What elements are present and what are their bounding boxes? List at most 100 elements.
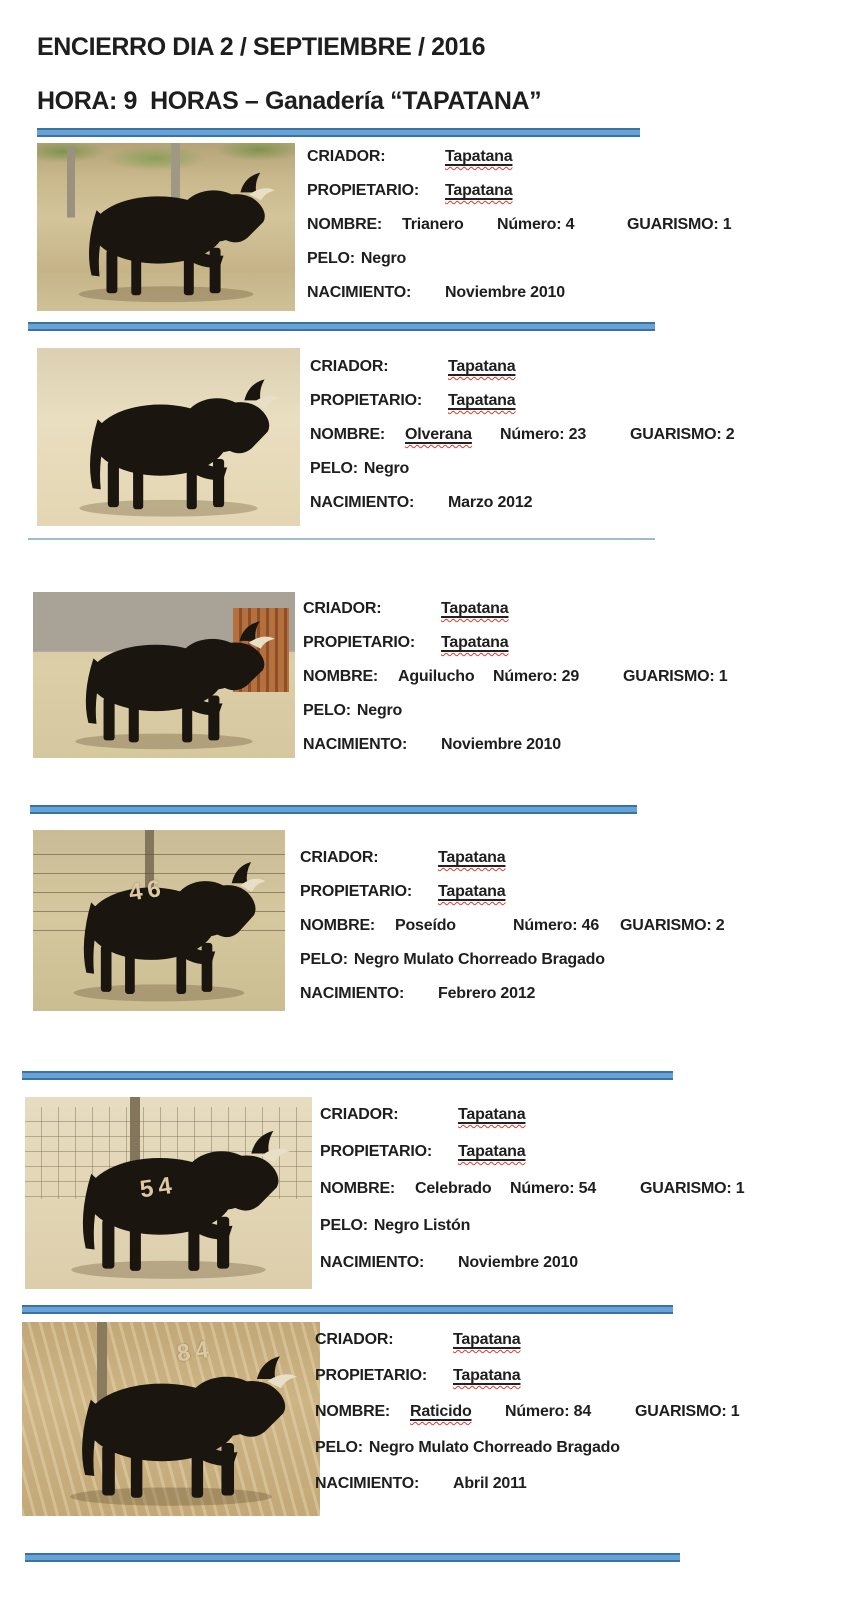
- field-guarismo: GUARISMO: 1: [640, 1180, 745, 1197]
- field-row-criador: CRIADOR: Tapatana: [310, 358, 780, 392]
- field-numero: Número: 4: [497, 216, 575, 233]
- field-row-propietario: PROPIETARIO: Tapatana: [303, 634, 773, 668]
- field-row-nombre: NOMBRE: Aguilucho Número: 29 GUARISMO: 1: [303, 668, 773, 702]
- field-value: Tapatana: [453, 1367, 521, 1384]
- bull-photo: 54: [25, 1097, 312, 1289]
- bull-photo: 46: [33, 830, 285, 1011]
- field-label: CRIADOR:: [307, 148, 386, 165]
- bull-card: 84 CRIADOR: Tapatana PROPIETARIO: Tapatana…: [0, 1305, 862, 1553]
- field-value: Marzo 2012: [448, 494, 533, 511]
- field-row-nacimiento: NACIMIENTO: Marzo 2012: [310, 494, 780, 528]
- bull-silhouette-icon: [70, 1356, 298, 1506]
- field-numero: Número: 23: [500, 426, 587, 443]
- field-numero: Número: 84: [505, 1403, 592, 1420]
- field-value: Tapatana: [441, 600, 509, 617]
- bull-info: CRIADOR: Tapatana PROPIETARIO: Tapatana NO…: [310, 358, 780, 528]
- field-value: Tapatana: [445, 182, 513, 199]
- field-row-nombre: NOMBRE: Poseído Número: 46 GUARISMO: 2: [300, 917, 770, 951]
- field-row-pelo: PELO: Negro Mulato Chorreado Bragado: [300, 951, 770, 985]
- field-row-criador: CRIADOR: Tapatana: [300, 849, 770, 883]
- field-guarismo: GUARISMO: 1: [623, 668, 728, 685]
- field-label: NACIMIENTO:: [315, 1475, 420, 1492]
- field-row-propietario: PROPIETARIO: Tapatana: [320, 1143, 790, 1180]
- field-row-pelo: PELO: Negro: [310, 460, 780, 494]
- bull-name: Raticido: [410, 1403, 472, 1420]
- field-value: Febrero 2012: [438, 985, 536, 1002]
- field-label: PROPIETARIO:: [307, 182, 419, 199]
- brand-number: 46: [126, 874, 168, 907]
- bull-silhouette-icon: [75, 621, 275, 750]
- field-numero: Número: 29: [493, 668, 580, 685]
- separator-bar: [22, 1305, 673, 1314]
- field-label: PROPIETARIO:: [315, 1367, 427, 1384]
- field-row-nombre: NOMBRE: Trianero Número: 4 GUARISMO: 1: [307, 216, 777, 250]
- bull-name: Olverana: [405, 426, 472, 443]
- field-label: NACIMIENTO:: [300, 985, 405, 1002]
- field-value: Tapatana: [438, 883, 506, 900]
- field-label: PELO: Negro: [307, 250, 407, 267]
- field-label: PELO: Negro Listón: [320, 1217, 471, 1234]
- field-row-propietario: PROPIETARIO: Tapatana: [307, 182, 777, 216]
- field-value: Tapatana: [438, 849, 506, 866]
- field-label: NOMBRE:: [315, 1403, 391, 1420]
- field-label: NOMBRE:: [320, 1180, 396, 1197]
- field-row-criador: CRIADOR: Tapatana: [307, 148, 777, 182]
- page-title: ENCIERRO DIA 2 / SEPTIEMBRE / 2016: [37, 32, 486, 61]
- bull-photo: [33, 592, 295, 758]
- field-row-criador: CRIADOR: Tapatana: [320, 1106, 790, 1143]
- field-value: Negro Mulato Chorreado Bragado: [368, 1439, 620, 1456]
- field-row-propietario: PROPIETARIO: Tapatana: [315, 1367, 785, 1403]
- field-guarismo: GUARISMO: 1: [635, 1403, 740, 1420]
- field-label: CRIADOR:: [300, 849, 379, 866]
- field-label: NACIMIENTO:: [320, 1254, 425, 1271]
- field-value: Abril 2011: [453, 1475, 527, 1492]
- field-label: CRIADOR:: [303, 600, 382, 617]
- brand-number: 54: [138, 1171, 179, 1204]
- bull-silhouette-icon: [73, 861, 266, 1002]
- bull-card: CRIADOR: Tapatana PROPIETARIO: Tapatana NO…: [0, 592, 862, 805]
- field-row-propietario: PROPIETARIO: Tapatana: [300, 883, 770, 917]
- page-subtitle: HORA: 9 HORAS – Ganadería “TAPATANA”: [37, 86, 542, 115]
- bull-info: CRIADOR: Tapatana PROPIETARIO: Tapatana NO…: [315, 1331, 785, 1511]
- field-label: NOMBRE:: [300, 917, 376, 934]
- bull-info: CRIADOR: Tapatana PROPIETARIO: Tapatana NO…: [300, 849, 770, 1019]
- field-label: NACIMIENTO:: [307, 284, 412, 301]
- bull-card: 46 CRIADOR: Tapatana PROPIETARIO: Tapatana…: [0, 805, 862, 1071]
- field-label: CRIADOR:: [310, 358, 389, 375]
- field-row-nacimiento: NACIMIENTO: Noviembre 2010: [303, 736, 773, 770]
- bull-name: Aguilucho: [398, 668, 475, 685]
- field-row-pelo: PELO: Negro Mulato Chorreado Bragado: [315, 1439, 785, 1475]
- field-numero: Número: 54: [510, 1180, 597, 1197]
- field-value: Negro: [360, 250, 407, 267]
- field-value: Tapatana: [441, 634, 509, 651]
- field-value: Negro: [363, 460, 410, 477]
- field-row-nombre: NOMBRE: Celebrado Número: 54 GUARISMO: 1: [320, 1180, 790, 1217]
- bull-silhouette-icon: [79, 379, 280, 517]
- field-row-nacimiento: NACIMIENTO: Noviembre 2010: [307, 284, 777, 318]
- bull-info: CRIADOR: Tapatana PROPIETARIO: Tapatana NO…: [303, 600, 773, 770]
- separator-bar: [37, 128, 640, 137]
- field-row-nombre: NOMBRE: Olverana Número: 23 GUARISMO: 2: [310, 426, 780, 460]
- field-value: Noviembre 2010: [445, 284, 565, 301]
- field-label: NOMBRE:: [307, 216, 383, 233]
- field-label: NACIMIENTO:: [310, 494, 415, 511]
- bull-card: CRIADOR: Tapatana PROPIETARIO: Tapatana NO…: [0, 322, 862, 538]
- field-row-pelo: PELO: Negro: [303, 702, 773, 736]
- bull-info: CRIADOR: Tapatana PROPIETARIO: Tapatana NO…: [320, 1106, 790, 1291]
- field-label: PROPIETARIO:: [320, 1143, 432, 1160]
- separator-bar: [28, 322, 655, 331]
- field-label: PELO: Negro: [303, 702, 403, 719]
- field-label: PELO: Negro: [310, 460, 410, 477]
- field-guarismo: GUARISMO: 2: [630, 426, 735, 443]
- bull-photo: 84: [22, 1322, 320, 1516]
- field-label: CRIADOR:: [320, 1106, 399, 1123]
- brand-number: 84: [175, 1335, 216, 1367]
- field-row-pelo: PELO: Negro: [307, 250, 777, 284]
- separator-bar: [22, 1071, 673, 1080]
- field-value: Noviembre 2010: [441, 736, 561, 753]
- bull-photo: [37, 143, 295, 311]
- field-value: Tapatana: [448, 392, 516, 409]
- field-label: PELO: Negro Mulato Chorreado Bragado: [300, 951, 605, 968]
- field-row-criador: CRIADOR: Tapatana: [303, 600, 773, 634]
- field-label: PELO: Negro Mulato Chorreado Bragado: [315, 1439, 620, 1456]
